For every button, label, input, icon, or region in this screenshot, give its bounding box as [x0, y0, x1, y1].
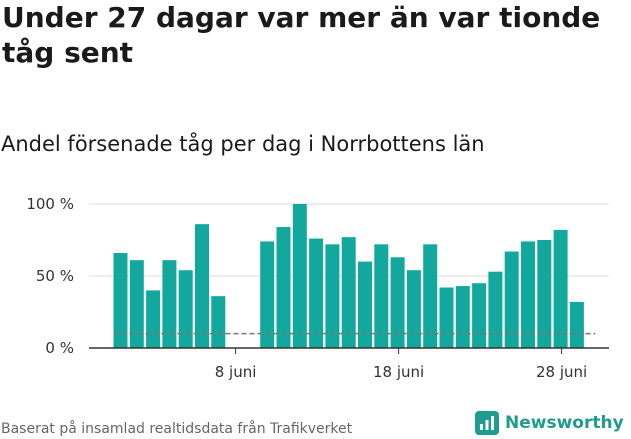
bar — [358, 261, 372, 348]
bar — [374, 244, 389, 348]
bars — [113, 204, 584, 348]
bar — [292, 204, 307, 348]
bar — [113, 252, 128, 348]
brand-logo: Newsworthy — [475, 409, 624, 437]
bar — [195, 224, 209, 348]
bar — [146, 290, 161, 348]
bar — [488, 271, 503, 348]
bar — [129, 260, 144, 348]
source-note: Baserat på insamlad realtidsdata från Tr… — [1, 421, 353, 437]
bar — [472, 283, 487, 348]
axes: 0 % 50 % 100 % 8 juni 18 juni 28 juni — [26, 195, 609, 381]
bar — [406, 270, 421, 348]
bar — [276, 227, 291, 348]
y-tick-label: 50 % — [36, 267, 74, 285]
bar — [309, 238, 324, 348]
bar — [260, 241, 275, 348]
bar — [569, 301, 584, 348]
bar — [553, 229, 568, 348]
brand-name: Newsworthy — [505, 413, 624, 433]
bar — [390, 257, 405, 348]
bar — [537, 240, 552, 348]
bar — [178, 270, 193, 348]
bar — [504, 251, 519, 348]
chart-subtitle: Andel försenade tåg per dag i Norrbotten… — [1, 132, 485, 156]
x-tick-label: 8 juni — [215, 363, 257, 381]
y-tick-label: 0 % — [45, 339, 74, 357]
bar — [162, 260, 177, 348]
bar — [325, 244, 340, 348]
y-tick-label: 100 % — [26, 195, 74, 213]
bar — [455, 286, 470, 348]
bar — [423, 244, 438, 348]
x-tick-label: 18 juni — [373, 363, 424, 381]
bar — [439, 287, 454, 348]
bar-chart: 0 % 50 % 100 % 8 juni 18 juni 28 juni — [26, 195, 609, 381]
chart-title: Under 27 dagar var mer än var tionde tåg… — [2, 1, 601, 69]
bar — [341, 237, 356, 348]
x-tick-label: 28 juni — [536, 363, 587, 381]
bar — [211, 296, 226, 348]
newsworthy-logo-icon — [475, 411, 499, 435]
bar — [521, 241, 535, 348]
